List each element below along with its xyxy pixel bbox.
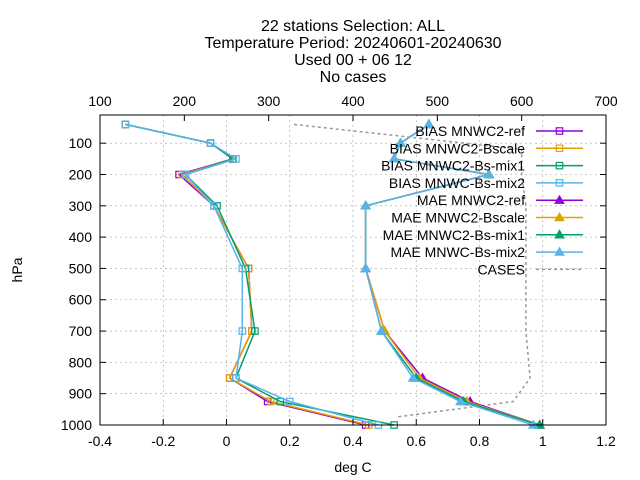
legend-entry: BIAS MNWC-Bs-mix2 (389, 175, 583, 191)
x-tick-label: -0.2 (151, 433, 175, 449)
legend-entry: MAE MNWC2-Bscale (391, 210, 583, 226)
data-point (276, 397, 285, 406)
data-point (232, 374, 240, 382)
x2-tick-label: 200 (173, 93, 197, 109)
x-tick-label: -0.4 (88, 433, 112, 449)
cases-line (293, 123, 531, 418)
x-tick-label: 0 (223, 433, 231, 449)
legend-marker (555, 161, 564, 170)
x-tick-label: 0.8 (470, 433, 490, 449)
data-point (534, 419, 545, 429)
data-point (483, 169, 495, 179)
data-point (395, 137, 406, 147)
legend-marker (555, 127, 564, 135)
series-group (121, 118, 545, 429)
y-tick-label: 500 (69, 260, 93, 276)
legend-marker (554, 246, 565, 256)
x-tick-label: 0.4 (343, 433, 363, 449)
x2-tick-label: 300 (257, 93, 281, 109)
x2-tick-label: 700 (594, 93, 618, 109)
data-point (238, 264, 247, 273)
data-point (266, 397, 275, 406)
y-axis-label: hPa (9, 257, 25, 282)
series-line (364, 123, 534, 426)
y-tick-label: 900 (69, 386, 93, 402)
data-point (181, 170, 190, 179)
data-point (407, 372, 419, 382)
legend-entry: BIAS MNWC2-ref (415, 123, 583, 139)
legend-label: BIAS MNWC-Bs-mix2 (389, 175, 525, 191)
title-line: No cases (320, 69, 387, 86)
data-point (423, 118, 435, 129)
legend-marker (554, 194, 565, 204)
x2-tick-label: 100 (88, 93, 112, 109)
data-point (251, 327, 259, 335)
legend-entry: MAE MNWC2-ref (417, 192, 583, 208)
y-tick-label: 700 (69, 323, 93, 339)
legend-marker (555, 144, 564, 153)
data-point (238, 327, 247, 335)
title-line: 22 stations Selection: ALL (261, 18, 445, 35)
data-point (360, 200, 372, 210)
y-tick-label: 1000 (61, 417, 92, 433)
data-point (210, 202, 218, 210)
legend-entry: MAE MNWC-Bs-mix2 (390, 244, 583, 260)
title-line: Used 00 + 06 12 (294, 52, 412, 69)
x-axis-label: deg C (334, 459, 371, 475)
y-tick-label: 300 (69, 198, 93, 214)
y-tick-label: 800 (69, 354, 93, 370)
x2-tick-label: 600 (510, 93, 534, 109)
legend-marker (554, 229, 565, 239)
legend-entry: MAE MNWC2-Bs-mix1 (383, 227, 583, 243)
legend-marker (554, 212, 565, 222)
x-tick-label: 1.2 (596, 433, 616, 449)
series (121, 120, 383, 429)
x2-tick-label: 400 (341, 93, 365, 109)
legend-entry: BIAS MNWC2-Bscale (390, 140, 583, 156)
data-point (455, 396, 466, 406)
data-point (376, 325, 387, 335)
legend-label: CASES (478, 261, 525, 277)
data-point (232, 155, 240, 163)
cases-series (293, 123, 531, 418)
data-point (527, 419, 539, 429)
legend-label: BIAS MNWC2-Bs-mix1 (381, 158, 525, 174)
axes: -0.4 -0.2 0 0.2 0.4 0.6 0.8 1 1.2 100 200 300 400 500… (61, 93, 618, 449)
data-point (206, 139, 215, 147)
series (121, 120, 398, 429)
title-line: Temperature Period: 20240601-20240630 (204, 35, 501, 52)
legend-entry: CASES (478, 261, 583, 277)
legend-label: MAE MNWC2-Bs-mix1 (383, 227, 526, 243)
series (360, 118, 539, 429)
x-tick-label: 0.6 (407, 433, 427, 449)
legend-label: MAE MNWC2-Bscale (391, 210, 525, 226)
y-tick-label: 400 (69, 229, 93, 245)
y-tick-label: 100 (69, 135, 93, 151)
legend-marker (555, 179, 564, 187)
y-tick-label: 200 (69, 166, 93, 182)
legend-entry: BIAS MNWC2-Bs-mix1 (381, 158, 583, 174)
legend-label: BIAS MNWC2-ref (415, 123, 525, 139)
data-point (285, 397, 294, 406)
y-tick-label: 600 (69, 292, 93, 308)
x-tick-label: 0.2 (280, 433, 300, 449)
legend-label: MAE MNWC2-ref (417, 192, 525, 208)
x2-tick-label: 500 (426, 93, 450, 109)
data-point (388, 153, 400, 163)
data-point (121, 120, 130, 129)
data-point (360, 262, 372, 273)
series-line (125, 123, 379, 426)
series-line (125, 123, 366, 426)
series-line (125, 123, 395, 426)
legend-label: MAE MNWC-Bs-mix2 (390, 244, 525, 260)
legend-label: BIAS MNWC2-Bscale (390, 140, 526, 156)
x-tick-label: 1 (539, 433, 547, 449)
